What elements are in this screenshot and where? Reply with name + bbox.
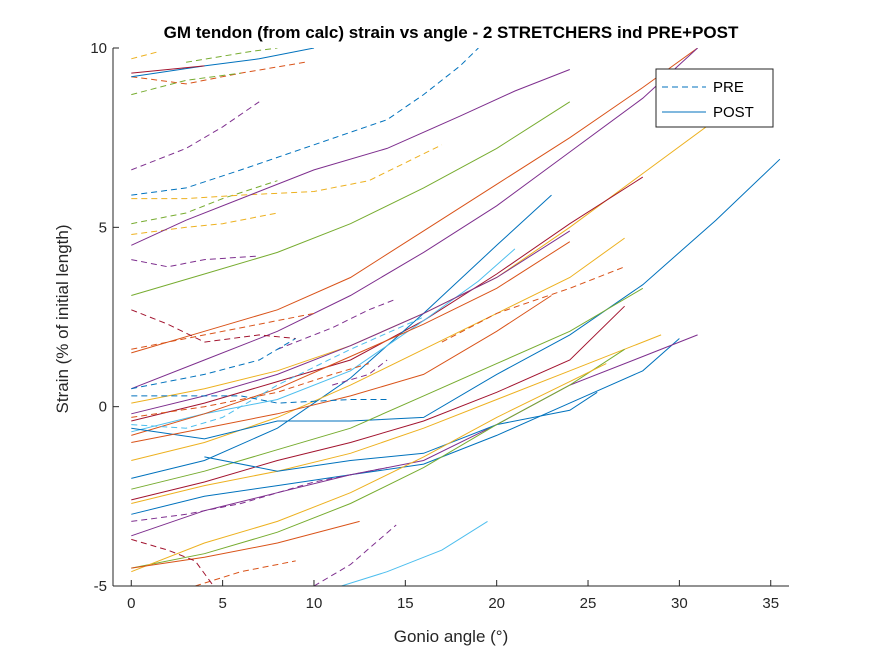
- x-tick-label: 30: [671, 595, 688, 612]
- series-line-post-29: [131, 334, 698, 537]
- y-axis-label: Strain (% of initial length): [53, 225, 72, 414]
- series-line-post-25: [131, 287, 644, 490]
- series-line-post-19: [131, 194, 552, 479]
- legend-label-pre: PRE: [713, 79, 744, 96]
- series-line-pre-8: [131, 180, 278, 225]
- series-line-pre-38: [131, 538, 214, 586]
- series-line-pre-7: [131, 48, 479, 196]
- series-line-post-16: [131, 48, 698, 390]
- x-tick-label: 0: [127, 595, 135, 612]
- series-line-pre-11: [131, 255, 260, 268]
- series-line-post-12: [131, 65, 205, 74]
- series-layer: [131, 48, 781, 586]
- series-line-pre-3: [131, 61, 305, 85]
- chart-title: GM tendon (from calc) strain vs angle - …: [164, 23, 739, 42]
- series-line-pre-47: [332, 359, 388, 386]
- series-line-pre-39: [131, 467, 388, 522]
- y-tick-label: 5: [99, 219, 107, 236]
- x-tick-label: 20: [488, 595, 505, 612]
- series-line-post-32: [131, 348, 625, 569]
- series-line-pre-43: [131, 312, 315, 350]
- series-line-post-21: [131, 241, 571, 436]
- series-line-post-31: [204, 391, 598, 472]
- series-line-post-13: [131, 69, 570, 246]
- series-line-pre-6: [131, 101, 260, 171]
- axes-layer: 0 5 10 15 20 25 30 35 -5 0 5 10: [90, 40, 789, 612]
- series-line-pre-36: [313, 524, 397, 586]
- x-tick-label: 35: [762, 595, 779, 612]
- plot-area: [113, 48, 789, 586]
- series-line-pre-40: [131, 316, 424, 429]
- series-line-pre-1: [131, 51, 159, 60]
- legend-label-post: POST: [713, 104, 754, 121]
- series-line-post-15: [131, 48, 698, 354]
- series-line-post-33: [131, 363, 607, 573]
- y-tick-label: 10: [90, 40, 107, 57]
- series-line-post-5: [131, 48, 315, 78]
- series-line-pre-2: [186, 48, 278, 63]
- series-line-pre-41: [131, 395, 388, 404]
- x-tick-label: 10: [306, 595, 323, 612]
- series-line-post-35: [341, 520, 488, 586]
- series-line-post-30: [131, 334, 662, 504]
- series-line-pre-48: [131, 338, 296, 390]
- series-line-pre-9: [131, 144, 443, 200]
- series-line-pre-10: [131, 212, 278, 235]
- series-line-post-34: [131, 520, 360, 569]
- series-line-pre-44: [277, 298, 397, 350]
- x-tick-label: 15: [397, 595, 414, 612]
- legend-box: [655, 68, 774, 128]
- series-line-post-24: [131, 158, 781, 440]
- series-line-pre-45: [441, 266, 625, 343]
- x-tick-label: 5: [218, 595, 226, 612]
- series-line-post-27: [131, 295, 552, 443]
- series-line-pre-4: [131, 72, 241, 96]
- series-line-post-23: [131, 237, 625, 461]
- y-tick-label: 0: [99, 399, 107, 416]
- x-tick-label: 25: [580, 595, 597, 612]
- y-tick-label: -5: [94, 578, 107, 595]
- x-axis-label: Gonio angle (°): [394, 627, 509, 646]
- series-line-post-26: [131, 305, 625, 501]
- series-line-post-14: [131, 101, 571, 296]
- legend: PRE POST: [655, 68, 774, 128]
- series-line-post-28: [131, 338, 680, 515]
